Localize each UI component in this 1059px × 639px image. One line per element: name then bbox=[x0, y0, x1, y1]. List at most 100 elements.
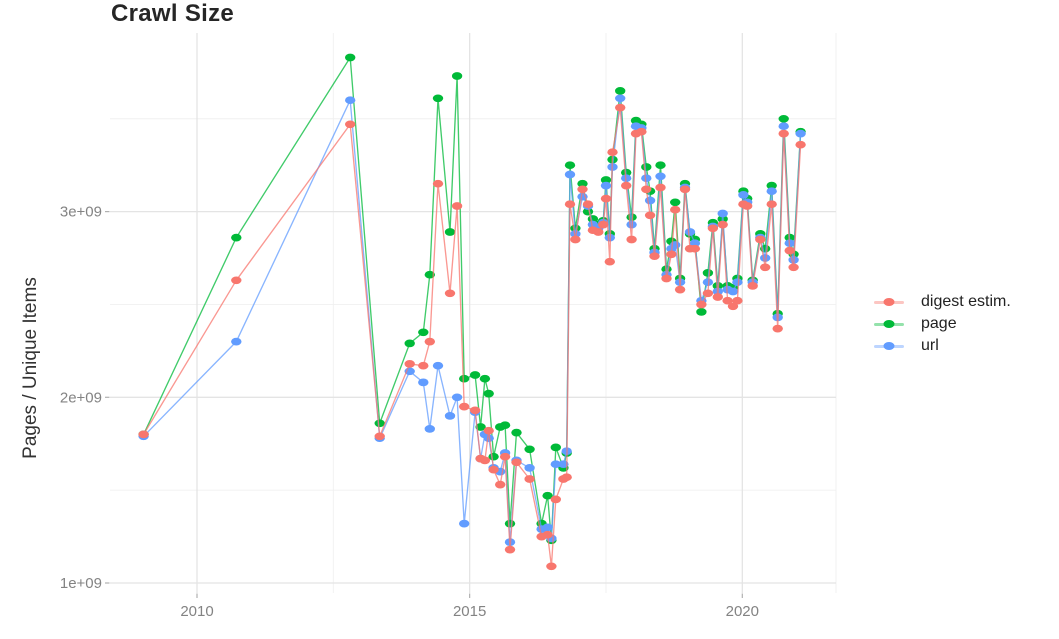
data-point bbox=[479, 456, 491, 465]
data-point bbox=[550, 443, 561, 452]
data-point bbox=[570, 235, 581, 244]
legend-key-digest-estim-icon bbox=[874, 295, 904, 309]
data-point bbox=[788, 263, 799, 272]
data-point bbox=[577, 185, 588, 194]
data-point bbox=[702, 269, 714, 277]
data-point bbox=[404, 360, 415, 368]
data-point bbox=[795, 140, 806, 149]
data-point bbox=[499, 421, 511, 430]
axis-ticks bbox=[105, 211, 743, 598]
panel-background bbox=[110, 33, 836, 593]
data-point bbox=[511, 428, 522, 437]
data-point bbox=[760, 254, 771, 262]
data-point bbox=[747, 282, 758, 290]
data-point bbox=[558, 460, 569, 469]
y-tick-label: 2e+09 bbox=[60, 389, 102, 406]
data-point bbox=[784, 246, 795, 255]
data-point bbox=[696, 300, 707, 309]
data-point bbox=[696, 308, 707, 316]
y-tick-labels: 1e+09 2e+09 3e+09 bbox=[60, 204, 102, 592]
data-point bbox=[459, 374, 470, 383]
data-point bbox=[138, 430, 149, 439]
data-point bbox=[345, 53, 356, 62]
data-point bbox=[670, 205, 681, 214]
data-point bbox=[621, 181, 632, 190]
data-point bbox=[524, 464, 535, 472]
data-point bbox=[604, 257, 615, 266]
data-point bbox=[626, 235, 637, 244]
data-point bbox=[451, 202, 463, 210]
data-point bbox=[479, 374, 491, 383]
data-point bbox=[684, 228, 696, 236]
data-point bbox=[564, 170, 576, 179]
data-point bbox=[345, 120, 356, 129]
data-point bbox=[760, 263, 771, 272]
data-point bbox=[511, 458, 522, 467]
data-point bbox=[636, 127, 647, 136]
series-digest-estim bbox=[138, 103, 806, 571]
chart-title: Crawl Size bbox=[111, 0, 235, 27]
data-point bbox=[488, 465, 499, 474]
data-point bbox=[374, 419, 385, 428]
y-axis-title: Pages / Unique Items bbox=[20, 277, 41, 459]
data-point bbox=[404, 339, 415, 348]
data-point bbox=[702, 289, 714, 298]
data-point bbox=[469, 371, 481, 379]
data-point bbox=[732, 296, 743, 305]
legend-key-dot bbox=[883, 342, 895, 350]
data-point bbox=[649, 252, 660, 261]
data-point bbox=[755, 235, 766, 244]
data-point bbox=[717, 220, 728, 229]
data-point bbox=[524, 445, 535, 454]
x-tick-label: 2015 bbox=[453, 603, 486, 620]
data-point bbox=[542, 523, 553, 532]
data-point bbox=[231, 276, 242, 285]
legend-label: page bbox=[921, 315, 957, 332]
data-point bbox=[674, 285, 686, 294]
data-point bbox=[564, 200, 576, 209]
data-point bbox=[374, 432, 385, 441]
data-point bbox=[444, 412, 456, 420]
data-point bbox=[607, 148, 618, 157]
data-point bbox=[615, 87, 626, 95]
data-point bbox=[593, 228, 604, 236]
data-point bbox=[495, 480, 506, 489]
data-point bbox=[655, 161, 666, 170]
data-point bbox=[722, 296, 733, 305]
data-point bbox=[598, 220, 609, 229]
data-point bbox=[766, 181, 777, 190]
data-point bbox=[546, 562, 557, 571]
data-point bbox=[795, 129, 806, 138]
data-point bbox=[600, 194, 612, 203]
data-point bbox=[483, 434, 494, 443]
legend-item-url: url bbox=[874, 335, 1011, 357]
legend-key-dot bbox=[883, 320, 895, 328]
data-point bbox=[772, 324, 783, 333]
legend-label: digest estim. bbox=[921, 293, 1011, 310]
data-point bbox=[778, 114, 789, 123]
legend: digest estim. page url bbox=[874, 291, 1011, 357]
data-point bbox=[655, 172, 666, 181]
data-point bbox=[499, 452, 511, 461]
data-point bbox=[345, 96, 356, 105]
legend-key-dot bbox=[883, 298, 895, 306]
legend-item-digest-estim: digest estim. bbox=[874, 291, 1011, 313]
data-point bbox=[778, 122, 789, 131]
legend-key-url-icon bbox=[874, 339, 904, 353]
data-point bbox=[418, 378, 429, 387]
data-point bbox=[432, 361, 444, 370]
data-point bbox=[666, 250, 677, 259]
data-point bbox=[561, 473, 572, 482]
data-point bbox=[738, 191, 749, 199]
data-point bbox=[451, 393, 463, 402]
data-point bbox=[418, 328, 429, 337]
data-point bbox=[661, 274, 672, 283]
data-point bbox=[424, 270, 435, 279]
data-point bbox=[689, 239, 701, 248]
data-point bbox=[570, 230, 581, 238]
data-point bbox=[615, 103, 626, 112]
data-point bbox=[231, 337, 242, 346]
data-point bbox=[550, 495, 561, 504]
